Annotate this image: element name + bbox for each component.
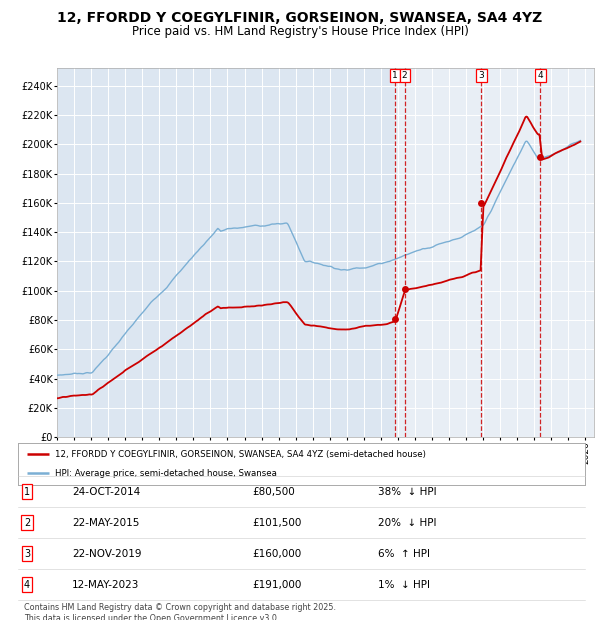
Text: £101,500: £101,500: [252, 518, 301, 528]
Text: HPI: Average price, semi-detached house, Swansea: HPI: Average price, semi-detached house,…: [55, 469, 277, 478]
Text: 24-OCT-2014: 24-OCT-2014: [72, 487, 140, 497]
Text: 1: 1: [24, 487, 30, 497]
Text: £160,000: £160,000: [252, 549, 301, 559]
Text: 20%  ↓ HPI: 20% ↓ HPI: [378, 518, 437, 528]
Text: Price paid vs. HM Land Registry's House Price Index (HPI): Price paid vs. HM Land Registry's House …: [131, 25, 469, 38]
Text: Contains HM Land Registry data © Crown copyright and database right 2025.
This d: Contains HM Land Registry data © Crown c…: [24, 603, 336, 620]
Text: £191,000: £191,000: [252, 580, 301, 590]
Text: 4: 4: [24, 580, 30, 590]
Text: 12, FFORDD Y COEGYLFINIR, GORSEINON, SWANSEA, SA4 4YZ: 12, FFORDD Y COEGYLFINIR, GORSEINON, SWA…: [58, 11, 542, 25]
Text: 12-MAY-2023: 12-MAY-2023: [72, 580, 139, 590]
Text: 22-NOV-2019: 22-NOV-2019: [72, 549, 142, 559]
Text: 38%  ↓ HPI: 38% ↓ HPI: [378, 487, 437, 497]
Text: 2: 2: [24, 518, 30, 528]
Text: 2: 2: [402, 71, 407, 80]
Text: 1%  ↓ HPI: 1% ↓ HPI: [378, 580, 430, 590]
Bar: [395, 68, 594, 437]
Text: 12, FFORDD Y COEGYLFINIR, GORSEINON, SWANSEA, SA4 4YZ (semi-detached house): 12, FFORDD Y COEGYLFINIR, GORSEINON, SWA…: [55, 450, 426, 459]
Text: 1: 1: [392, 71, 398, 80]
Text: £80,500: £80,500: [252, 487, 295, 497]
Text: 3: 3: [479, 71, 484, 80]
Text: 6%  ↑ HPI: 6% ↑ HPI: [378, 549, 430, 559]
Text: 3: 3: [24, 549, 30, 559]
Text: 22-MAY-2015: 22-MAY-2015: [72, 518, 139, 528]
Text: 4: 4: [538, 71, 543, 80]
